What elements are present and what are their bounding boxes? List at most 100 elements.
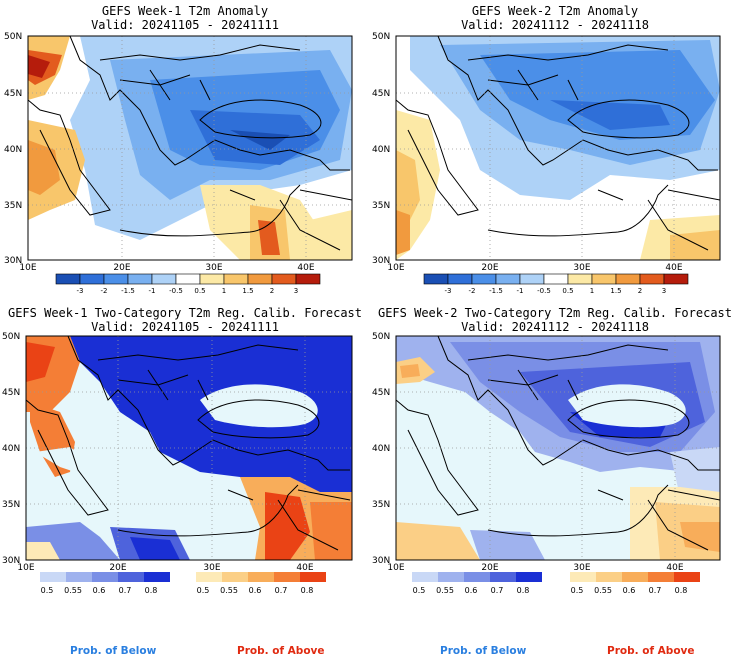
colorbar-swatch xyxy=(570,572,596,582)
lat-label: 30N xyxy=(4,256,22,266)
colorbar-label: 0.7 xyxy=(275,586,288,595)
colorbar-swatch xyxy=(92,572,118,582)
lon-label: 20E xyxy=(109,563,126,573)
colorbar-label: -2 xyxy=(469,287,476,295)
anomaly-colorbar: -3 -2 -1.5 -1 -0.5 0.5 1 1.5 2 3 xyxy=(423,273,689,295)
lon-label: 40E xyxy=(296,563,313,573)
lat-label: 45N xyxy=(2,388,20,398)
lat-label: 30N xyxy=(372,256,390,266)
colorbar-swatch xyxy=(438,572,464,582)
lon-label: 20E xyxy=(481,263,498,273)
lat-label: 50N xyxy=(4,32,22,42)
below-colorbar: 0.5 0.55 0.6 0.7 0.8 xyxy=(412,572,542,595)
anomaly-map-week2: 50N 45N 40N 35N 30N 10E 20E 30E 40E -3 -2… xyxy=(372,32,721,295)
colorbar-label: 2 xyxy=(638,287,642,295)
colorbar-swatch xyxy=(144,572,170,582)
colorbar-label: 0.5 xyxy=(562,287,573,295)
panel-week1-probability: GEFS Week-1 Two-Category T2m Reg. Calib.… xyxy=(0,302,370,602)
panel-valid-dates: Valid: 20241112 - 20241118 xyxy=(461,18,649,32)
lon-label: 40E xyxy=(665,263,682,273)
colorbar-swatch xyxy=(516,572,542,582)
colorbar-swatch xyxy=(663,273,689,285)
colorbar-swatch xyxy=(175,273,201,285)
colorbar-label: 0.55 xyxy=(594,586,612,595)
lon-label: 30E xyxy=(205,263,222,273)
lon-label: 30E xyxy=(573,563,590,573)
colorbar-label: 0.7 xyxy=(119,586,132,595)
colorbar-swatch xyxy=(248,572,274,582)
panel-week1-anomaly: GEFS Week-1 T2m Anomaly Valid: 20241105 … xyxy=(0,0,370,300)
colorbar-swatch xyxy=(639,273,665,285)
lat-label: 50N xyxy=(2,332,20,342)
colorbar-swatch xyxy=(295,273,321,285)
lon-label: 40E xyxy=(297,263,314,273)
colorbar-swatch xyxy=(567,273,593,285)
colorbar-label: 0.8 xyxy=(301,586,314,595)
colorbar-label: 0.5 xyxy=(41,586,54,595)
lat-label: 30N xyxy=(2,556,20,566)
colorbar-label: 0.5 xyxy=(194,287,205,295)
colorbar-label: -1.5 xyxy=(121,287,135,295)
colorbar-swatch xyxy=(300,572,326,582)
colorbar-label: -0.5 xyxy=(169,287,183,295)
lat-label: 40N xyxy=(4,145,22,155)
colorbar-label: 0.8 xyxy=(145,586,158,595)
colorbar-label: 0.5 xyxy=(571,586,584,595)
colorbar-swatch xyxy=(648,572,674,582)
colorbar-label: 3 xyxy=(294,287,298,295)
anomaly-colorbar: -3 -2 -1.5 -1 -0.5 0.5 1 1.5 2 3 xyxy=(55,273,321,295)
colorbar-label: 0.55 xyxy=(436,586,454,595)
panel-week2-probability: GEFS Week-2 Two-Category T2m Reg. Calib.… xyxy=(370,302,740,602)
colorbar-label: 2 xyxy=(270,287,274,295)
probability-map-week1: 50N 45N 40N 35N 30N 10E 20E 30E 40E 0.5 0… xyxy=(2,332,353,595)
lon-label: 10E xyxy=(387,563,404,573)
colorbar-swatch xyxy=(66,572,92,582)
colorbar-label: 0.5 xyxy=(413,586,426,595)
above-colorbar: 0.5 0.55 0.6 0.7 0.8 xyxy=(196,572,326,595)
colorbar-label: -1 xyxy=(149,287,156,295)
below-colorbar: 0.5 0.55 0.6 0.7 0.8 xyxy=(40,572,170,595)
panel-title: GEFS Week-2 Two-Category T2m Reg. Calib.… xyxy=(377,306,732,320)
panel-title: GEFS Week-1 T2m Anomaly xyxy=(101,4,269,18)
lon-label: 10E xyxy=(19,263,36,273)
colorbar-swatch xyxy=(118,572,144,582)
colorbar-swatch xyxy=(127,273,153,285)
lon-label: 10E xyxy=(387,263,404,273)
colorbar-swatch xyxy=(464,572,490,582)
colorbar-label: 0.7 xyxy=(491,586,504,595)
colorbar-label: 1.5 xyxy=(242,287,253,295)
prob-above-label: Prob. of Above xyxy=(237,645,325,657)
prob-above-label: Prob. of Above xyxy=(607,645,695,657)
panel-title: GEFS Week-1 Two-Category T2m Reg. Calib.… xyxy=(7,306,362,320)
colorbar-swatch xyxy=(196,572,222,582)
lon-label: 20E xyxy=(481,563,498,573)
colorbar-swatch xyxy=(223,273,249,285)
colorbar-label: 0.6 xyxy=(465,586,478,595)
colorbar-label: -3 xyxy=(77,287,84,295)
lon-label: 20E xyxy=(113,263,130,273)
colorbar-swatch xyxy=(222,572,248,582)
lat-label: 35N xyxy=(372,500,390,510)
colorbar-label: 0.8 xyxy=(675,586,688,595)
lat-label: 35N xyxy=(2,500,20,510)
lat-label: 40N xyxy=(372,444,390,454)
lon-label: 10E xyxy=(17,563,34,573)
colorbar-swatch xyxy=(55,273,81,285)
colorbar-swatch xyxy=(471,273,497,285)
panel-week2-anomaly: GEFS Week-2 T2m Anomaly Valid: 20241112 … xyxy=(370,0,740,300)
colorbar-label: 0.6 xyxy=(623,586,636,595)
colorbar-swatch xyxy=(519,273,545,285)
above-colorbar: 0.5 0.55 0.6 0.7 0.8 xyxy=(570,572,700,595)
colorbar-swatch xyxy=(495,273,521,285)
colorbar-swatch xyxy=(490,572,516,582)
panel-valid-dates: Valid: 20241105 - 20241111 xyxy=(91,320,279,334)
colorbar-swatch xyxy=(596,572,622,582)
colorbar-label: -0.5 xyxy=(537,287,551,295)
lat-label: 35N xyxy=(4,201,22,211)
colorbar-label: 0.6 xyxy=(249,586,262,595)
colorbar-label: 3 xyxy=(662,287,666,295)
panel-valid-dates: Valid: 20241112 - 20241118 xyxy=(461,320,649,334)
colorbar-swatch xyxy=(674,572,700,582)
prob-below-label: Prob. of Below xyxy=(70,645,157,657)
lat-label: 30N xyxy=(372,556,390,566)
